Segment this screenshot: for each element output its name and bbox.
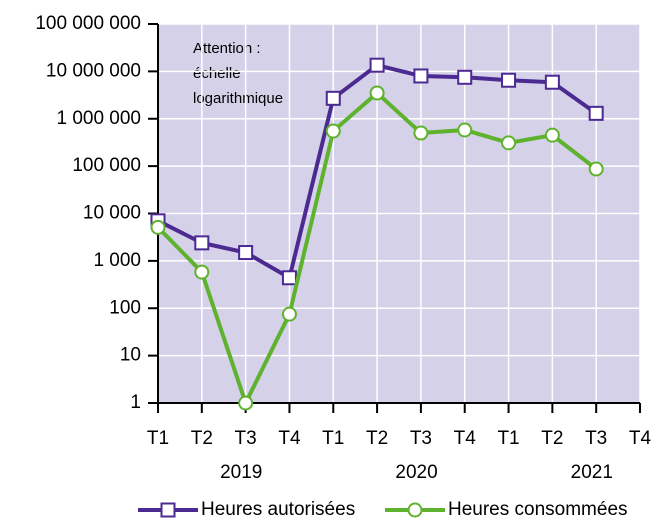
legend-label: Heures autorisées [201,499,355,520]
annotation: échelle [193,65,241,82]
x-tick-label: T3 [410,428,432,449]
marker [281,306,297,322]
marker [457,69,473,85]
marker [194,264,210,280]
marker [588,105,604,121]
marker [588,161,604,177]
marker [413,125,429,141]
marker [544,127,560,143]
y-tick-label: 1 000 [93,250,141,271]
marker [194,235,210,251]
group-label: 2021 [571,462,613,483]
x-tick-label: T1 [322,428,344,449]
y-tick-label: 10 [120,345,141,366]
legend-marker [407,502,423,518]
marker [544,74,560,90]
legend-marker [160,502,176,518]
group-label: 2020 [395,462,437,483]
marker [281,270,297,286]
y-tick-label: 10 000 [83,203,141,224]
y-tick-label: 100 000 [72,155,141,176]
marker [369,85,385,101]
x-tick-label: T4 [278,428,301,449]
x-tick-label: T1 [147,428,169,449]
x-tick-label: T3 [585,428,607,449]
legend-label: Heures consommées [448,499,628,520]
marker [369,57,385,73]
marker [501,135,517,151]
marker [238,245,254,261]
marker [325,123,341,139]
x-tick-label: T4 [454,428,477,449]
x-tick-label: T4 [629,428,652,449]
marker [238,395,254,411]
y-tick-label: 100 [109,297,141,318]
x-tick-label: T3 [235,428,257,449]
x-tick-label: T2 [541,428,563,449]
x-tick-label: T2 [191,428,213,449]
x-tick-label: T2 [366,428,388,449]
marker [150,219,166,235]
annotation: Attention : [193,40,261,57]
y-tick-label: 10 000 000 [46,60,141,81]
marker [457,122,473,138]
group-label: 2019 [220,462,262,483]
y-tick-label: 1 000 000 [56,108,141,129]
annotation: logarithmique [193,90,283,107]
marker [413,68,429,84]
y-tick-label: 100 000 000 [35,13,141,34]
marker [501,72,517,88]
marker [325,90,341,106]
y-tick-label: 1 [130,392,141,413]
x-tick-label: T1 [497,428,519,449]
